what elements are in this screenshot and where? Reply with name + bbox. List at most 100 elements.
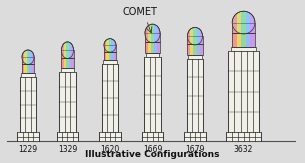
Bar: [232, 11, 237, 34]
Bar: [154, 33, 157, 42]
Bar: [61, 42, 64, 59]
Bar: [27, 50, 29, 64]
Bar: [148, 24, 151, 43]
Bar: [187, 36, 203, 44]
Bar: [196, 27, 199, 45]
Bar: [237, 23, 241, 33]
Bar: [241, 23, 246, 33]
Ellipse shape: [22, 50, 34, 64]
Bar: [66, 50, 69, 58]
Bar: [22, 57, 24, 64]
Bar: [69, 58, 71, 68]
Bar: [196, 36, 199, 44]
Bar: [145, 42, 148, 53]
Bar: [187, 44, 190, 55]
Bar: [104, 52, 106, 60]
Bar: [187, 59, 203, 132]
Bar: [196, 44, 199, 55]
Ellipse shape: [232, 11, 255, 34]
Bar: [199, 44, 203, 55]
Bar: [106, 45, 109, 52]
Bar: [27, 57, 29, 64]
Bar: [241, 11, 246, 34]
Bar: [250, 23, 255, 33]
Bar: [145, 33, 148, 42]
Bar: [104, 45, 106, 52]
Bar: [71, 58, 74, 68]
Bar: [22, 64, 24, 73]
Bar: [193, 27, 196, 45]
Bar: [187, 27, 190, 45]
Bar: [69, 50, 71, 58]
Bar: [99, 132, 121, 141]
Text: 1669: 1669: [143, 145, 162, 154]
Bar: [142, 132, 163, 141]
Bar: [157, 24, 160, 43]
Ellipse shape: [104, 39, 116, 52]
Bar: [151, 42, 154, 53]
Text: 3632: 3632: [234, 145, 253, 154]
Bar: [144, 57, 161, 132]
Bar: [111, 39, 114, 52]
Bar: [228, 51, 259, 132]
Bar: [241, 33, 246, 47]
Bar: [187, 36, 190, 44]
Bar: [148, 42, 151, 53]
Bar: [17, 132, 39, 141]
Bar: [24, 64, 27, 73]
Text: Illustrative Configurations: Illustrative Configurations: [85, 150, 220, 159]
Bar: [61, 68, 74, 72]
Bar: [190, 36, 193, 44]
Bar: [193, 36, 196, 44]
Bar: [59, 72, 76, 132]
Bar: [22, 50, 24, 64]
Bar: [29, 50, 32, 64]
Bar: [71, 50, 74, 58]
Bar: [64, 58, 66, 68]
Bar: [61, 50, 74, 58]
Bar: [226, 132, 261, 141]
Bar: [66, 58, 69, 68]
Bar: [145, 42, 160, 53]
Bar: [22, 57, 34, 64]
Text: COMET: COMET: [123, 7, 158, 17]
Bar: [114, 52, 116, 60]
Bar: [184, 132, 206, 141]
Bar: [151, 24, 154, 43]
Bar: [109, 45, 111, 52]
Ellipse shape: [145, 24, 160, 43]
Bar: [32, 57, 34, 64]
Bar: [104, 39, 106, 52]
Bar: [66, 42, 69, 59]
Bar: [27, 64, 29, 73]
Text: 1229: 1229: [19, 145, 38, 154]
Bar: [104, 52, 116, 60]
Bar: [111, 52, 114, 60]
Bar: [232, 23, 237, 33]
Bar: [232, 33, 255, 47]
Bar: [145, 33, 160, 42]
Bar: [188, 55, 202, 59]
Bar: [106, 39, 109, 52]
Bar: [157, 42, 160, 53]
Bar: [146, 53, 159, 57]
Bar: [157, 33, 160, 42]
Bar: [61, 58, 74, 68]
Bar: [109, 39, 111, 52]
Bar: [102, 64, 118, 132]
Text: 1329: 1329: [58, 145, 77, 154]
Bar: [154, 24, 157, 43]
Bar: [32, 64, 34, 73]
Bar: [154, 42, 157, 53]
Text: 1679: 1679: [185, 145, 205, 154]
Bar: [199, 27, 203, 45]
Text: 1620: 1620: [100, 145, 120, 154]
Bar: [237, 33, 241, 47]
Bar: [32, 50, 34, 64]
Bar: [145, 24, 148, 43]
Bar: [111, 45, 114, 52]
Bar: [61, 58, 64, 68]
Bar: [187, 44, 203, 55]
Bar: [246, 23, 250, 33]
Ellipse shape: [61, 42, 74, 59]
